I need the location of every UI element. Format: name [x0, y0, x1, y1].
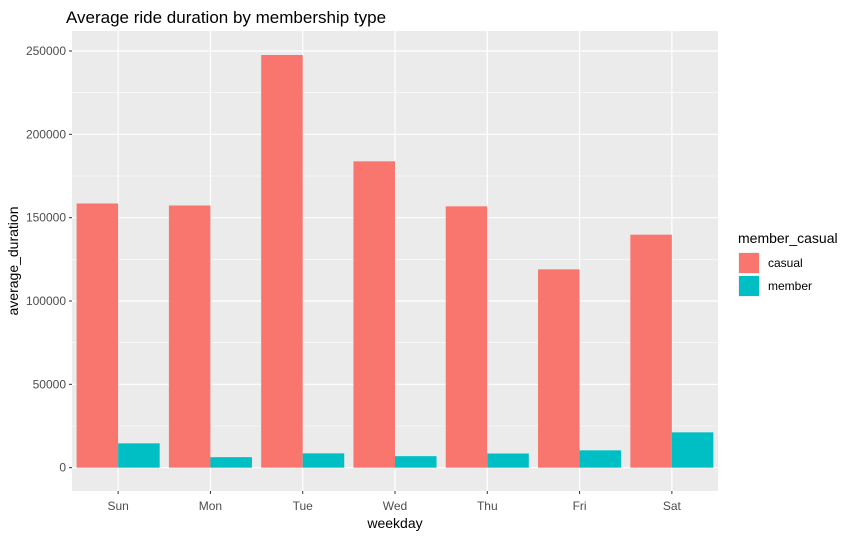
x-tick-label: Mon	[199, 499, 222, 513]
bar-member-wed	[395, 456, 437, 468]
x-tick-label: Sun	[107, 499, 128, 513]
legend-swatch-member	[739, 276, 759, 296]
legend-swatch-casual	[739, 253, 759, 273]
bar-casual-wed	[353, 161, 395, 468]
bar-casual-thu	[445, 206, 488, 468]
legend-label-casual: casual	[768, 256, 803, 270]
bar-member-tue	[302, 453, 345, 468]
y-axis: 0 50000 100000 150000 200000 250000	[26, 44, 72, 475]
bar-casual-mon	[168, 205, 211, 468]
x-tick-label: Sat	[663, 499, 682, 513]
x-tick-label: Thu	[477, 499, 498, 513]
bar-member-mon	[210, 457, 252, 468]
legend: member_casual casual member	[738, 230, 838, 297]
legend-items: casual member	[738, 252, 812, 297]
legend-label-member: member	[768, 279, 812, 293]
y-tick-label: 50000	[33, 377, 67, 391]
x-axis: Sun Mon Tue Wed Thu Fri Sat	[107, 491, 682, 513]
x-tick-label: Wed	[383, 499, 407, 513]
bar-member-fri	[579, 450, 622, 468]
y-tick-label: 100000	[26, 294, 66, 308]
legend-title: member_casual	[738, 230, 838, 246]
x-tick-label: Tue	[293, 499, 314, 513]
x-axis-label: weekday	[366, 515, 422, 531]
x-tick-label: Fri	[573, 499, 587, 513]
y-tick-label: 250000	[26, 44, 66, 58]
bar-casual-sat	[630, 234, 672, 468]
bar-member-sat	[671, 432, 714, 468]
y-tick-label: 0	[59, 461, 66, 475]
bar-member-thu	[487, 453, 529, 468]
chart-title: Average ride duration by membership type	[66, 8, 386, 27]
bar-casual-fri	[538, 269, 580, 468]
y-tick-label: 150000	[26, 211, 66, 225]
bar-casual-tue	[261, 55, 303, 468]
bars	[76, 55, 714, 468]
y-tick-label: 200000	[26, 127, 66, 141]
bar-casual-sun	[76, 203, 119, 468]
bar-member-sun	[118, 443, 160, 468]
y-axis-label: average_duration	[5, 207, 21, 316]
